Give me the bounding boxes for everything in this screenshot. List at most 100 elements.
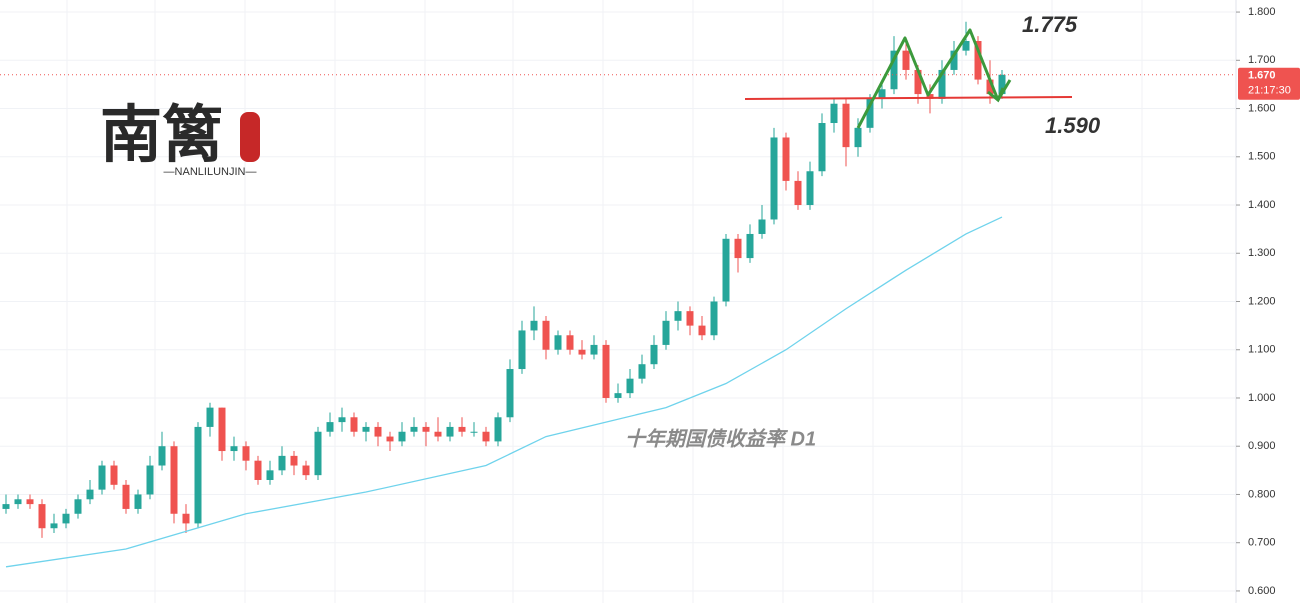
candle-body	[986, 79, 994, 95]
pattern-arrow	[987, 87, 1005, 103]
candle-body	[218, 407, 226, 452]
candle-body	[566, 335, 574, 350]
candle-body	[638, 364, 646, 379]
candle-body	[494, 417, 502, 442]
candle-body	[626, 378, 634, 394]
candle-body	[518, 330, 526, 370]
chart-title: 十年期国债收益率 D1	[625, 427, 816, 450]
candle-body	[746, 233, 754, 259]
candle-body	[842, 103, 850, 148]
candle-body	[998, 74, 1006, 95]
candle-body	[326, 422, 334, 432]
y-tick-label: 1.500	[1248, 151, 1276, 163]
candle-body	[374, 426, 382, 437]
candle-body	[914, 69, 922, 95]
candle-body	[446, 426, 454, 437]
candle-body	[782, 137, 790, 181]
candle-body	[590, 344, 598, 355]
candle-body	[110, 465, 118, 485]
candle-body	[278, 455, 286, 471]
candle-body	[650, 344, 658, 365]
candle-body	[530, 320, 538, 331]
candle-body	[386, 436, 394, 442]
candle-body	[302, 465, 310, 476]
candle-body	[134, 494, 142, 509]
candle-body	[794, 180, 802, 206]
annotation: 1.775	[1022, 12, 1078, 37]
candle-body	[506, 369, 514, 418]
y-tick-label: 0.800	[1248, 488, 1276, 500]
candle-body	[362, 426, 370, 432]
candle-body	[818, 123, 826, 172]
last-price-box	[1238, 67, 1300, 100]
candle-body	[710, 301, 718, 336]
y-tick-label: 1.400	[1248, 199, 1276, 211]
y-tick-label: 1.200	[1248, 295, 1276, 307]
y-tick-label: 0.900	[1248, 440, 1276, 452]
y-tick-label: 1.100	[1248, 344, 1276, 356]
candle-body	[902, 50, 910, 70]
candle-body	[962, 41, 970, 51]
candle-body	[698, 325, 706, 336]
candle-body	[866, 98, 874, 128]
candle-body	[482, 431, 490, 442]
candle-body	[242, 446, 250, 461]
candle-body	[770, 137, 778, 220]
candle-body	[2, 504, 10, 509]
annotation: 1.590	[1045, 113, 1101, 138]
candle-body	[938, 69, 946, 99]
y-tick-label: 0.600	[1248, 585, 1276, 597]
candle-body	[122, 484, 130, 509]
candle-body	[98, 465, 106, 490]
candle-body	[254, 460, 262, 480]
candle-body	[758, 219, 766, 234]
candle-body	[266, 470, 274, 480]
y-tick-label: 0.700	[1248, 537, 1276, 549]
candle-body	[26, 499, 34, 505]
candle-body	[458, 426, 466, 432]
candle-body	[350, 417, 358, 432]
y-tick-label: 1.300	[1248, 247, 1276, 259]
candle-body	[86, 489, 94, 500]
candle-body	[686, 311, 694, 326]
candle-body	[410, 426, 418, 432]
y-tick-label: 1.700	[1248, 54, 1276, 66]
logo-subtitle: —NANLILUNJIN—	[164, 166, 257, 178]
candle-body	[146, 465, 154, 495]
candle-body	[950, 50, 958, 70]
candle-body	[338, 417, 346, 423]
candle-body	[734, 238, 742, 259]
candle-body	[722, 238, 730, 302]
candle-body	[182, 513, 190, 524]
candle-body	[230, 446, 238, 452]
moving-average	[5, 216, 1003, 568]
candle-body	[806, 171, 814, 206]
y-tick-label: 1.800	[1248, 6, 1276, 18]
candle-body	[14, 499, 22, 505]
countdown: 21:17:30	[1248, 85, 1291, 97]
candle-body	[578, 349, 586, 355]
support-line	[744, 96, 1073, 100]
candle-body	[890, 50, 898, 90]
candle-body	[38, 504, 46, 529]
logo: 南篱	[100, 98, 224, 171]
candle-body	[830, 103, 838, 124]
candle-body	[470, 431, 478, 433]
candle-body	[662, 320, 670, 345]
candle-body	[674, 311, 682, 321]
candle-body	[974, 41, 982, 80]
candle-body	[434, 431, 442, 437]
candle-body	[854, 127, 862, 148]
candle-body	[926, 94, 934, 99]
candle-body	[158, 446, 166, 466]
last-price-label: 1.670	[1248, 70, 1276, 82]
candle-body	[614, 393, 622, 398]
candle-body	[542, 320, 550, 350]
y-tick-label: 1.000	[1248, 392, 1276, 404]
candle-body	[290, 455, 298, 466]
candle-body	[170, 446, 178, 514]
candle-body	[878, 89, 886, 99]
candle-body	[194, 426, 202, 524]
y-tick-label: 1.600	[1248, 102, 1276, 114]
